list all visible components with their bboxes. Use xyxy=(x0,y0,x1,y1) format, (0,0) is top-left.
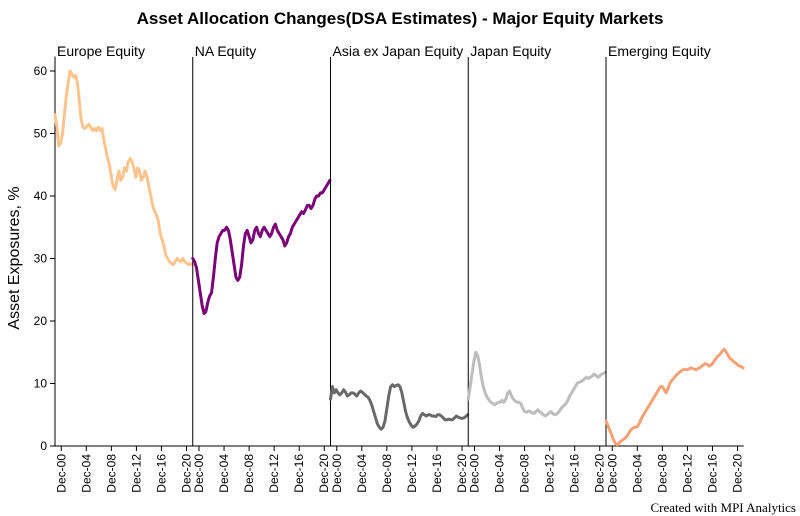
series-line xyxy=(604,347,745,447)
x-tick-label: Dec-20 xyxy=(593,454,607,493)
x-tick-label: Dec-12 xyxy=(267,454,281,493)
x-tick-label: Dec-16 xyxy=(292,454,306,493)
panel-label: Europe Equity xyxy=(57,43,145,59)
y-axis-label: Asset Exposures, % xyxy=(6,186,23,329)
x-tick-label: Dec-20 xyxy=(455,454,469,493)
x-tick-label: Dec-04 xyxy=(355,454,369,493)
y-tick-label: 0 xyxy=(40,439,47,453)
x-tick-label: Dec-16 xyxy=(568,454,582,493)
x-tick-label: Dec-08 xyxy=(380,454,394,493)
plot-area: 0 10 20 30 40 50 60 Europe Equity Dec-00 Dec-04 De… xyxy=(34,43,745,493)
x-tick-label: Dec-16 xyxy=(705,454,719,493)
x-tick-label: Dec-04 xyxy=(217,454,231,493)
x-tick-label: Dec-20 xyxy=(317,454,331,493)
x-tick-label: Dec-16 xyxy=(430,454,444,493)
y-tick-label: 30 xyxy=(34,252,48,266)
chart-title: Asset Allocation Changes(DSA Estimates) … xyxy=(137,9,664,28)
x-tick-label: Dec-12 xyxy=(129,454,143,493)
x-tick-label: Dec-12 xyxy=(680,454,694,493)
y-tick-label: 40 xyxy=(34,189,48,203)
x-tick-label: Dec-12 xyxy=(405,454,419,493)
series-line xyxy=(53,69,194,267)
x-tick-label: Dec-16 xyxy=(154,454,168,493)
x-tick-label: Dec-12 xyxy=(543,454,557,493)
x-tick-label: Dec-08 xyxy=(518,454,532,493)
x-tick-label: Dec-20 xyxy=(730,454,744,493)
y-tick-label: 20 xyxy=(34,314,48,328)
x-tick-label: Dec-04 xyxy=(630,454,644,493)
x-tick-label: Dec-00 xyxy=(605,454,619,493)
x-tick-label: Dec-08 xyxy=(242,454,256,493)
x-tick-label: Dec-08 xyxy=(655,454,669,493)
panel-label: Emerging Equity xyxy=(608,43,711,59)
y-tick-label: 60 xyxy=(34,64,48,78)
series-line xyxy=(466,350,607,418)
panel-label: Asia ex Japan Equity xyxy=(333,43,464,59)
series-line xyxy=(329,383,470,431)
x-tick-label: Dec-20 xyxy=(179,454,193,493)
x-tick-label: Dec-04 xyxy=(79,454,93,493)
x-tick-label: Dec-00 xyxy=(330,454,344,493)
series-line xyxy=(191,178,332,315)
chart-caption: Created with MPI Analytics xyxy=(650,500,796,515)
y-tick-label: 50 xyxy=(34,127,48,141)
x-tick-label: Dec-00 xyxy=(468,454,482,493)
x-tick-label: Dec-00 xyxy=(192,454,206,493)
x-tick-label: Dec-04 xyxy=(493,454,507,493)
x-tick-label: Dec-08 xyxy=(104,454,118,493)
y-tick-label: 10 xyxy=(34,377,48,391)
panel-label: NA Equity xyxy=(195,43,256,59)
x-tick-label: Dec-00 xyxy=(54,454,68,493)
panel-label: Japan Equity xyxy=(470,43,551,59)
